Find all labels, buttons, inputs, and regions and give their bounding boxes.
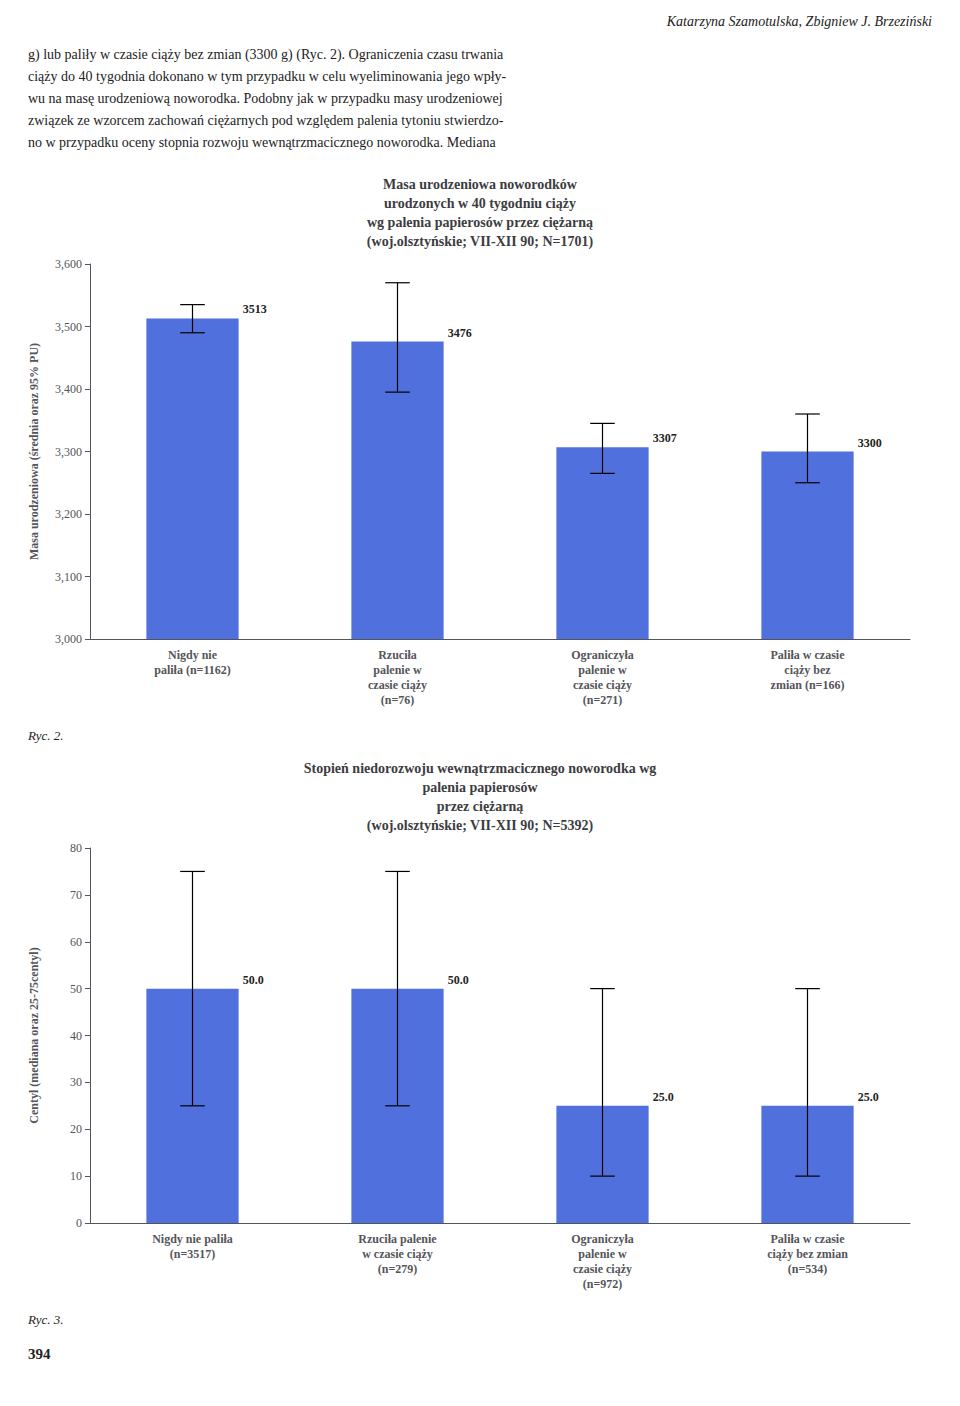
svg-text:3,500: 3,500 <box>55 320 82 334</box>
svg-text:(n=534): (n=534) <box>788 1262 828 1276</box>
svg-text:3,600: 3,600 <box>55 257 82 271</box>
svg-text:3,300: 3,300 <box>55 445 82 459</box>
svg-text:3476: 3476 <box>448 326 472 340</box>
svg-text:Ograniczyła: Ograniczyła <box>571 1232 634 1246</box>
svg-text:Paliła w czasie: Paliła w czasie <box>771 648 846 662</box>
svg-text:(woj.olsztyńskie; VII-XII 90;: (woj.olsztyńskie; VII-XII 90; N=5392) <box>367 818 594 834</box>
svg-text:czasie ciąży: czasie ciąży <box>573 1262 632 1276</box>
svg-text:wg palenia papierosów przez ci: wg palenia papierosów przez ciężarną <box>367 215 593 230</box>
svg-text:80: 80 <box>70 841 82 855</box>
svg-text:50.0: 50.0 <box>448 973 469 987</box>
svg-text:(n=3517): (n=3517) <box>170 1247 216 1261</box>
svg-text:Masa urodzeniowa noworodków: Masa urodzeniowa noworodków <box>383 177 578 192</box>
html-text:związek ze wzorcem zachowań ci: związek ze wzorcem zachowań ciężarnych p… <box>28 113 504 128</box>
svg-text:urodzonych w 40 tygodniu ciąży: urodzonych w 40 tygodniu ciąży <box>384 196 576 211</box>
svg-text:Rzuciła palenie: Rzuciła palenie <box>358 1232 437 1246</box>
svg-text:paliła (n=1162): paliła (n=1162) <box>154 663 231 677</box>
svg-text:3307: 3307 <box>653 431 677 445</box>
html-text:ciąży do 40 tygodnia dokonano: ciąży do 40 tygodnia dokonano w tym przy… <box>28 69 507 84</box>
html-text:Ryc. 3.: Ryc. 3. <box>28 1312 64 1327</box>
svg-text:3,100: 3,100 <box>55 570 82 584</box>
svg-text:3300: 3300 <box>858 436 882 450</box>
svg-text:20: 20 <box>70 1122 82 1136</box>
svg-text:(n=76): (n=76) <box>381 693 415 707</box>
svg-text:Masa urodzeniowa (średnia oraz: Masa urodzeniowa (średnia oraz 95% PU) <box>27 343 41 560</box>
html-text:Katarzyna Szamotulska, Zbignie: Katarzyna Szamotulska, Zbigniew J. Brzez… <box>666 14 932 29</box>
svg-text:3513: 3513 <box>243 302 267 316</box>
svg-text:(n=271): (n=271) <box>583 693 623 707</box>
svg-text:3,400: 3,400 <box>55 382 82 396</box>
svg-text:Stopień niedorozwoju wewnątrzm: Stopień niedorozwoju wewnątrzmacicznego … <box>304 761 657 776</box>
svg-text:palenia papierosów: palenia papierosów <box>422 780 538 795</box>
svg-text:w czasie ciąży: w czasie ciąży <box>362 1247 433 1261</box>
svg-text:(woj.olsztyńskie; VII-XII 90;: (woj.olsztyńskie; VII-XII 90; N=1701) <box>367 234 594 250</box>
svg-text:zmian (n=166): zmian (n=166) <box>771 678 845 692</box>
svg-text:palenie w: palenie w <box>578 663 627 677</box>
html-text:wu na masę urodzeniową noworod: wu na masę urodzeniową noworodka. Podobn… <box>28 91 503 106</box>
html-text:no w przypadku oceny stopnia r: no w przypadku oceny stopnia rozwoju wew… <box>28 135 496 150</box>
svg-text:Nigdy nie: Nigdy nie <box>168 648 218 662</box>
svg-text:60: 60 <box>70 935 82 949</box>
svg-text:3,000: 3,000 <box>55 632 82 646</box>
svg-text:40: 40 <box>70 1029 82 1043</box>
svg-text:Nigdy nie paliła: Nigdy nie paliła <box>152 1232 233 1246</box>
svg-text:50.0: 50.0 <box>243 973 264 987</box>
svg-text:Ograniczyła: Ograniczyła <box>571 648 634 662</box>
svg-text:25.0: 25.0 <box>653 1090 674 1104</box>
svg-text:Centyl (mediana oraz 25-75cent: Centyl (mediana oraz 25-75centyl) <box>27 947 41 1123</box>
svg-text:Rzuciła: Rzuciła <box>378 648 417 662</box>
svg-text:3,200: 3,200 <box>55 507 82 521</box>
svg-text:palenie w: palenie w <box>373 663 422 677</box>
svg-text:10: 10 <box>70 1169 82 1183</box>
svg-text:przez ciężarną: przez ciężarną <box>437 799 524 814</box>
html-text:394: 394 <box>28 1346 51 1362</box>
svg-text:30: 30 <box>70 1075 82 1089</box>
svg-text:ciąży bez zmian: ciąży bez zmian <box>767 1247 848 1261</box>
html-text:Ryc. 2.: Ryc. 2. <box>28 728 64 743</box>
svg-text:50: 50 <box>70 982 82 996</box>
svg-text:czasie ciąży: czasie ciąży <box>368 678 427 692</box>
svg-text:70: 70 <box>70 888 82 902</box>
svg-text:palenie w: palenie w <box>578 1247 627 1261</box>
svg-text:0: 0 <box>76 1216 82 1230</box>
svg-text:Paliła w czasie: Paliła w czasie <box>771 1232 846 1246</box>
svg-text:25.0: 25.0 <box>858 1090 879 1104</box>
html-text:g) lub paliły w czasie ciąży b: g) lub paliły w czasie ciąży bez zmian (… <box>28 47 504 62</box>
svg-text:ciąży bez: ciąży bez <box>784 663 831 677</box>
svg-text:czasie ciąży: czasie ciąży <box>573 678 632 692</box>
svg-text:(n=972): (n=972) <box>583 1277 623 1291</box>
svg-text:(n=279): (n=279) <box>378 1262 418 1276</box>
